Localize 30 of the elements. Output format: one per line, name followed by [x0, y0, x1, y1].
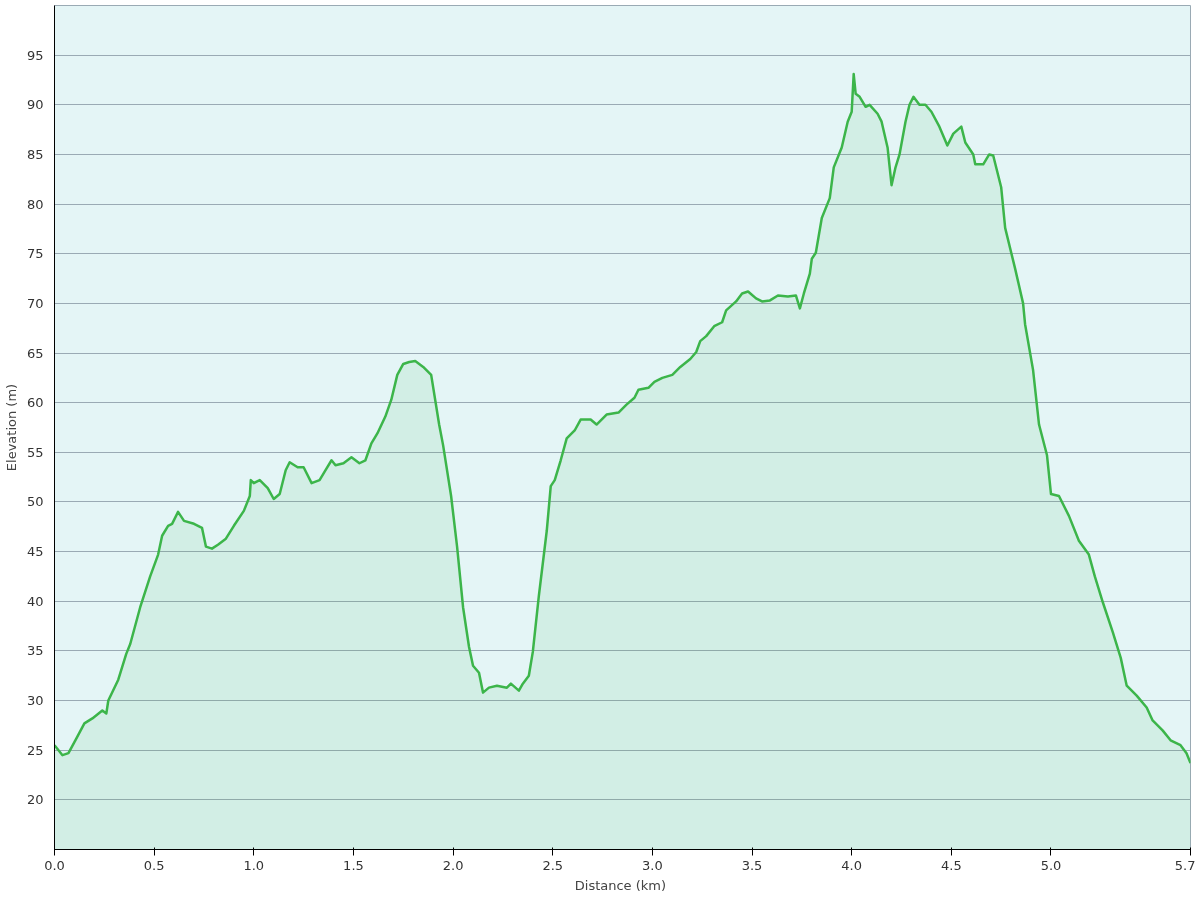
y-tick-label: 80 [26, 196, 44, 212]
y-tick-label: 35 [26, 643, 44, 659]
x-tick-label: 5.7 [1174, 857, 1196, 873]
y-tick-label: 65 [26, 345, 44, 361]
x-tick-label: 0.5 [143, 857, 165, 873]
y-tick-label: 75 [26, 246, 44, 262]
x-tick-label: 4.5 [941, 857, 962, 873]
y-axis-title: Elevation (m) [3, 383, 19, 472]
x-tick-label: 2.5 [542, 857, 564, 873]
y-tick-label: 50 [26, 494, 44, 510]
x-tick-label: 1.0 [243, 857, 265, 873]
y-tick-label: 25 [26, 742, 44, 758]
x-tick-label: 3.0 [642, 857, 663, 873]
y-tick-label: 70 [26, 295, 44, 311]
x-tick-label: 5.0 [1040, 857, 1062, 873]
x-tick-label: 0.0 [44, 857, 65, 873]
y-tick-label: 30 [26, 693, 44, 709]
x-tick-label: 3.5 [741, 857, 763, 873]
y-tick-label: 45 [26, 544, 44, 560]
y-tick-label: 90 [26, 97, 44, 113]
y-tick-label: 85 [26, 146, 44, 162]
y-tick-label: 55 [26, 444, 44, 460]
y-tick-label: 20 [26, 792, 44, 808]
x-tick-label: 4.0 [841, 857, 863, 873]
y-tick-label: 95 [26, 47, 44, 63]
y-tick-label: 40 [26, 593, 44, 609]
y-tick-label: 60 [26, 395, 44, 411]
x-axis-title: Distance (km) [574, 877, 667, 893]
x-tick-label: 2.0 [442, 857, 464, 873]
x-tick-label: 1.5 [343, 857, 364, 873]
